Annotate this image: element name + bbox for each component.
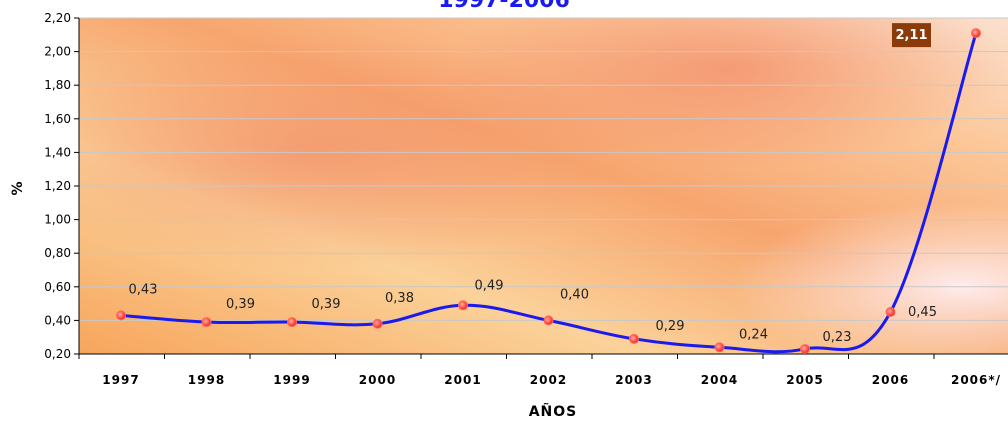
x-axis-ticks: 1997 1998 1999 2000 2001 2002 2003 2004 2005 2006… — [78, 354, 1001, 387]
data-point — [714, 342, 725, 353]
x-axis-title: AÑOS — [529, 403, 578, 420]
x-tick-label: 2000 — [359, 373, 396, 387]
y-tick-label: 0,80 — [44, 246, 71, 260]
x-tick-label: 2004 — [701, 373, 738, 387]
x-tick-label: 2001 — [444, 373, 481, 387]
data-label: 0,39 — [312, 297, 341, 312]
data-label: 0,23 — [823, 330, 852, 345]
data-point — [372, 318, 383, 329]
data-label: 0,49 — [475, 278, 504, 293]
series-line — [120, 32, 978, 354]
y-tick-label: 1,00 — [44, 213, 71, 227]
data-point — [629, 333, 639, 344]
y-tick-label: 1,60 — [44, 112, 71, 126]
data-labels: 0,43 0,39 0,39 0,38 0,49 0,40 0,29 0,24 0,23 0,45… — [129, 23, 937, 345]
data-label: 0,38 — [385, 291, 414, 306]
data-point — [885, 307, 896, 317]
y-tick-label: 2,20 — [44, 11, 71, 25]
data-point — [287, 317, 297, 328]
chart-title: 1997-2006 — [438, 0, 570, 13]
data-label: 0,40 — [560, 287, 589, 302]
data-point — [201, 317, 212, 328]
data-label: 0,43 — [129, 282, 158, 297]
y-axis-ticks: 0,20 0,40 0,60 0,80 1,00 1,20 1,40 1,60 1,80 2,00… — [44, 11, 79, 361]
data-label: 0,39 — [226, 297, 255, 312]
data-point — [458, 300, 468, 311]
x-tick-label: 2005 — [786, 373, 823, 387]
y-tick-label: 0,60 — [44, 280, 71, 294]
x-tick-label: 1998 — [188, 373, 225, 387]
y-tick-label: 2,00 — [44, 45, 71, 59]
x-tick-label: 2002 — [530, 373, 567, 387]
data-point — [543, 315, 554, 326]
y-tick-label: 1,80 — [44, 78, 71, 92]
data-point — [800, 343, 810, 354]
y-tick-label: 0,20 — [44, 347, 71, 361]
data-markers — [116, 28, 981, 354]
x-tick-label: 2003 — [615, 373, 652, 387]
x-tick-label: 2006 — [872, 373, 909, 387]
y-tick-label: 0,40 — [44, 313, 71, 327]
data-point — [116, 310, 126, 321]
y-tick-label: 1,40 — [44, 145, 71, 159]
data-point — [971, 28, 981, 39]
y-tick-label: 1,20 — [44, 179, 71, 193]
x-tick-label: 1999 — [273, 373, 310, 387]
data-label: 0,29 — [656, 319, 685, 334]
highlight-label-box — [892, 23, 931, 48]
y-axis-title: % — [10, 180, 26, 195]
x-tick-label: 2006*/ — [951, 373, 1001, 387]
data-label: 2,11 — [895, 28, 927, 43]
x-tick-label: 1997 — [102, 373, 139, 387]
data-label: 0,24 — [739, 327, 768, 342]
data-label: 0,45 — [908, 305, 937, 320]
